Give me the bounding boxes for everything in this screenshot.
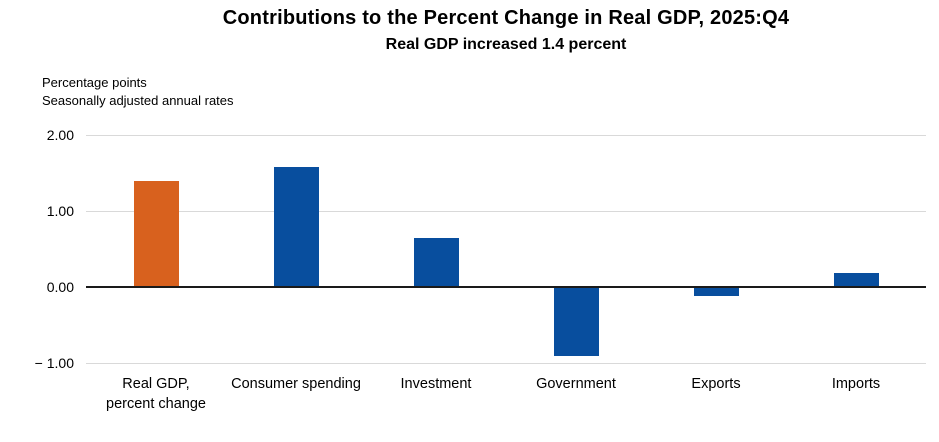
y-tick-label: 0.00 [46,279,74,295]
x-axis-label: Investment [400,376,472,392]
bar [274,167,319,287]
axis-adjustment-note: Seasonally adjusted annual rates [42,93,234,108]
axis-unit-note: Percentage points [42,75,147,90]
y-tick-label: 2.00 [46,127,74,143]
chart-title: Contributions to the Percent Change in R… [222,7,790,29]
x-axis-label: Imports [831,376,881,392]
x-axis-label: Government [536,376,616,392]
chart-subtitle: Real GDP increased 1.4 percent [385,36,627,53]
x-axis-label: Real GDP, percent change [106,376,206,412]
y-tick-label: 1.00 [46,203,74,219]
bar [134,181,179,287]
gridline [86,211,926,212]
bar [554,287,599,356]
x-axis-label: Consumer spending [231,376,361,392]
zero-axis-line [86,286,926,288]
bar [414,238,459,287]
y-tick-label: − 1.00 [34,355,74,371]
bar [834,273,879,287]
gridline [86,363,926,364]
x-axis-label: Exports [691,376,741,392]
bar [694,287,739,296]
gridline [86,135,926,136]
